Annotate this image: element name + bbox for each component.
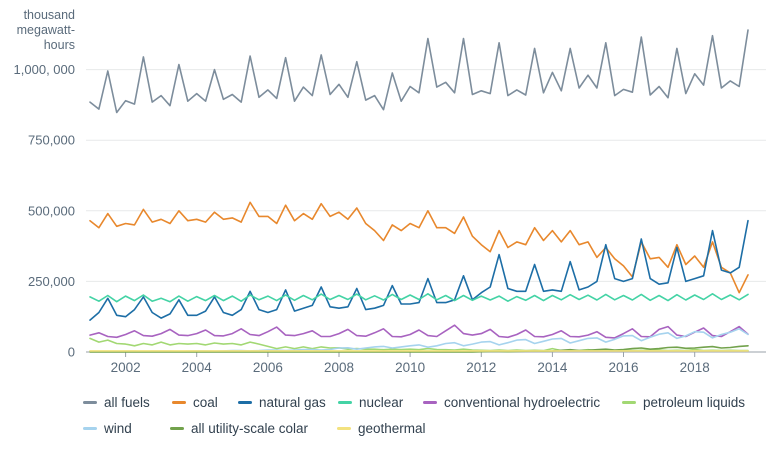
legend-item-coal[interactable]: coal (172, 395, 238, 410)
legend-item-natural-gas[interactable]: natural gas (238, 395, 338, 410)
natural-gas-swatch-icon (238, 400, 252, 404)
legend-label: natural gas (259, 394, 326, 410)
petroleum-liquids-swatch-icon (622, 400, 636, 404)
line-chart: 0 250,000 500,000 750,000 1,000, 000 2002 2004… (14, 29, 766, 375)
legend-item-all-fuels[interactable]: all fuels (83, 395, 172, 410)
x-tick-label: 2002 (111, 360, 141, 375)
x-tick-label: 2010 (395, 360, 425, 375)
legend-label: all utility-scale colar (191, 420, 309, 436)
legend-item-all-utility-scale-colar[interactable]: all utility-scale colar (170, 421, 337, 436)
y-tick-label: 750,000 (28, 133, 75, 148)
conventional-hydroelectric-swatch-icon (423, 400, 437, 404)
legend-label: conventional hydroelectric (444, 394, 601, 410)
legend-label: geothermal (358, 420, 426, 436)
series-line-coal (89, 201, 749, 294)
x-tick-label: 2004 (182, 360, 213, 375)
legend-row-2: wind all utility-scale colar geothermal (83, 419, 766, 437)
x-tick-label: 2006 (253, 360, 283, 375)
legend-item-conventional-hydroelectric[interactable]: conventional hydroelectric (423, 395, 622, 410)
legend-item-nuclear[interactable]: nuclear (338, 395, 423, 410)
legend: all fuels coal natural gas nuclear conve… (83, 393, 766, 445)
y-tick-label: 500,000 (28, 203, 75, 218)
x-tick-label: 2018 (680, 360, 710, 375)
legend-label: coal (193, 394, 218, 410)
y-tick-label: 0 (68, 345, 75, 360)
legend-row-1: all fuels coal natural gas nuclear conve… (83, 393, 766, 411)
x-tick-label: 2016 (608, 360, 638, 375)
x-tick-label: 2008 (324, 360, 354, 375)
series-line-all-fuels (89, 29, 749, 114)
series-line-natural-gas (89, 219, 749, 321)
series-line-wind (89, 327, 749, 353)
legend-label: nuclear (359, 394, 404, 410)
legend-label: all fuels (104, 394, 150, 410)
y-tick-label: 1,000, 000 (14, 62, 75, 77)
legend-item-petroleum-liquids[interactable]: petroleum liquids (622, 395, 745, 410)
wind-swatch-icon (83, 426, 97, 430)
series-line-nuclear (89, 292, 749, 303)
series-line-all-utility-scale-colar (89, 344, 749, 353)
series-line-conventional-hydroelectric (89, 324, 749, 339)
geothermal-swatch-icon (337, 426, 351, 430)
y-axis-unit-line: megawatt- (16, 23, 75, 37)
coal-swatch-icon (172, 400, 186, 404)
all-fuels-swatch-icon (83, 400, 97, 404)
y-axis-unit-label: thousand megawatt- hours (0, 8, 75, 53)
nuclear-swatch-icon (338, 400, 352, 404)
y-axis-unit-line: hours (43, 38, 75, 52)
legend-label: wind (104, 420, 132, 436)
legend-label: petroleum liquids (643, 394, 746, 410)
x-tick-label: 2012 (466, 360, 496, 375)
y-tick-label: 250,000 (28, 274, 75, 289)
x-tick-label: 2014 (537, 360, 568, 375)
legend-item-geothermal[interactable]: geothermal (337, 421, 426, 436)
y-axis-unit-line: thousand (23, 8, 75, 22)
all-utility-scale-colar-swatch-icon (170, 426, 184, 430)
legend-item-wind[interactable]: wind (83, 421, 170, 436)
